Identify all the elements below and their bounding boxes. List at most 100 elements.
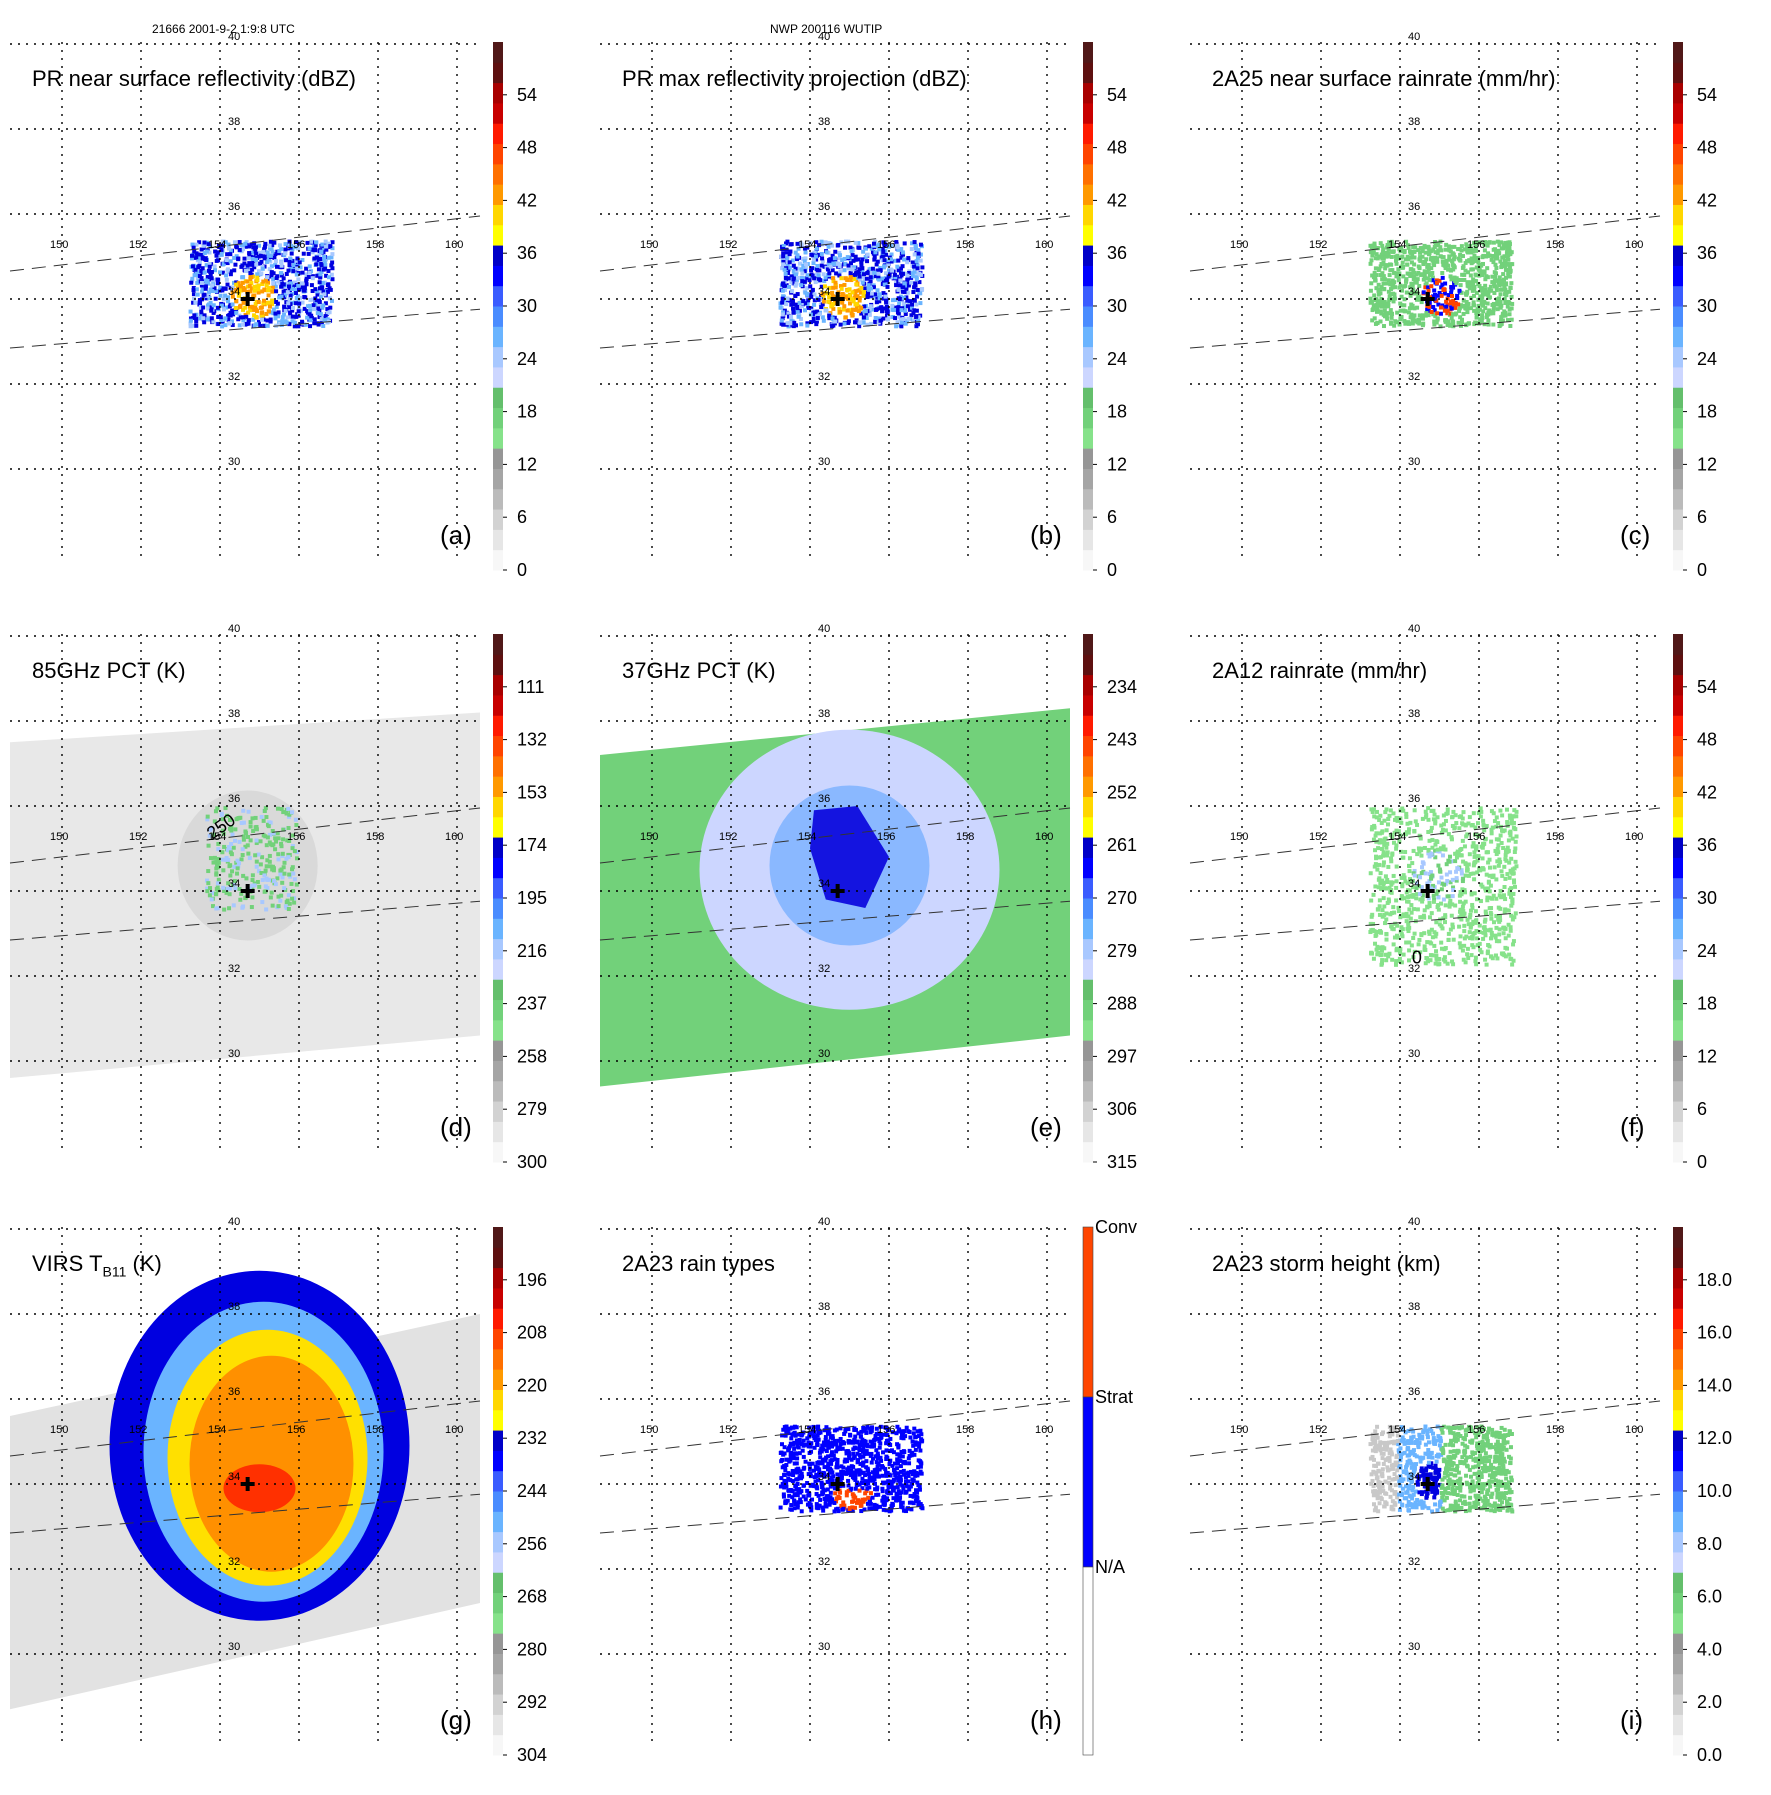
data-pixel <box>818 1498 822 1502</box>
data-pixel <box>1510 901 1514 905</box>
lat-tick-label: 32 <box>818 371 830 383</box>
data-pixel <box>865 277 869 281</box>
data-pixel <box>1411 895 1415 899</box>
data-pixel <box>273 836 277 840</box>
data-pixel <box>1467 321 1471 325</box>
colorbar-segment <box>1673 265 1683 286</box>
data-pixel <box>1419 273 1423 277</box>
data-pixel <box>1478 308 1482 312</box>
data-pixel <box>277 857 281 861</box>
data-pixel <box>1462 944 1466 948</box>
data-pixel <box>1430 911 1434 915</box>
data-pixel <box>1389 287 1393 291</box>
data-pixel <box>867 244 871 248</box>
data-pixel <box>886 317 890 321</box>
lat-tick-label: 34 <box>1408 286 1420 298</box>
data-pixel <box>1452 938 1456 942</box>
data-pixel <box>241 323 245 327</box>
data-pixel <box>788 266 792 270</box>
data-pixel <box>815 264 819 268</box>
colorbar-tick-label: 24 <box>1697 941 1717 961</box>
data-pixel <box>1413 874 1417 878</box>
data-pixel <box>1429 870 1433 874</box>
data-pixel <box>804 1497 808 1501</box>
data-pixel <box>1466 947 1470 951</box>
data-pixel <box>227 906 231 910</box>
colorbar-tick-label: 216 <box>517 941 547 961</box>
data-pixel <box>214 254 218 258</box>
data-pixel <box>265 878 269 882</box>
data-pixel <box>1412 306 1416 310</box>
data-pixel <box>1432 930 1436 934</box>
data-pixel <box>220 324 224 328</box>
data-pixel <box>251 878 255 882</box>
data-pixel <box>265 864 269 868</box>
data-pixel <box>276 852 280 856</box>
data-pixel <box>1513 885 1517 889</box>
panel-title-text: VIRS T <box>32 1251 103 1276</box>
data-pixel <box>1471 281 1475 285</box>
data-pixel <box>885 278 889 282</box>
data-pixel <box>840 301 844 305</box>
data-pixel <box>1486 951 1490 955</box>
data-pixel <box>1473 256 1477 260</box>
data-pixel <box>280 264 284 268</box>
data-pixel <box>1468 852 1472 856</box>
data-pixel <box>1374 286 1378 290</box>
field-h <box>779 1425 925 1514</box>
colorbar-segment <box>1083 326 1093 347</box>
lon-tick-label: 160 <box>445 831 463 843</box>
data-pixel <box>798 301 802 305</box>
data-pixel <box>1490 809 1494 813</box>
colorbar-segment <box>1083 776 1093 797</box>
data-pixel <box>254 322 258 326</box>
data-pixel <box>1393 936 1397 940</box>
colorbar-segment <box>493 265 503 286</box>
colorbar-segment <box>1673 939 1683 960</box>
data-pixel <box>896 310 900 314</box>
data-pixel <box>1453 904 1457 908</box>
colorbar-segment <box>493 1613 503 1634</box>
data-pixel <box>320 243 324 247</box>
data-pixel <box>859 286 863 290</box>
data-pixel <box>1399 821 1403 825</box>
colorbar-segment <box>493 286 503 307</box>
data-pixel <box>315 256 319 260</box>
data-pixel <box>1477 268 1481 272</box>
data-pixel <box>1448 855 1452 859</box>
data-pixel <box>1502 931 1506 935</box>
data-pixel <box>210 316 214 320</box>
data-pixel <box>901 264 905 268</box>
data-pixel <box>812 276 816 280</box>
data-pixel <box>1493 270 1497 274</box>
data-pixel <box>275 265 279 269</box>
data-pixel <box>234 306 238 310</box>
data-pixel <box>260 815 264 819</box>
data-pixel <box>281 315 285 319</box>
data-pixel <box>190 254 194 258</box>
colorbar-segment <box>1083 756 1093 777</box>
data-pixel <box>1461 810 1465 814</box>
colorbar-segment <box>1083 898 1093 919</box>
colorbar-segment <box>1673 878 1683 899</box>
data-pixel <box>826 300 830 304</box>
data-pixel <box>1460 872 1464 876</box>
data-pixel <box>1371 307 1375 311</box>
data-pixel <box>1459 283 1463 287</box>
data-pixel <box>214 297 218 301</box>
data-pixel <box>1466 821 1470 825</box>
colorbar-tick-label: 30 <box>1107 296 1127 316</box>
colorbar-tick-label: 42 <box>1697 782 1717 802</box>
data-pixel <box>1384 874 1388 878</box>
data-pixel <box>909 281 913 285</box>
data-pixel <box>1397 909 1401 913</box>
data-pixel <box>216 306 220 310</box>
data-pixel <box>226 858 230 862</box>
data-pixel <box>1392 942 1396 946</box>
data-pixel <box>903 290 907 294</box>
data-pixel <box>1460 892 1464 896</box>
data-pixel <box>1429 284 1433 288</box>
data-pixel <box>284 309 288 313</box>
data-pixel <box>1424 815 1428 819</box>
